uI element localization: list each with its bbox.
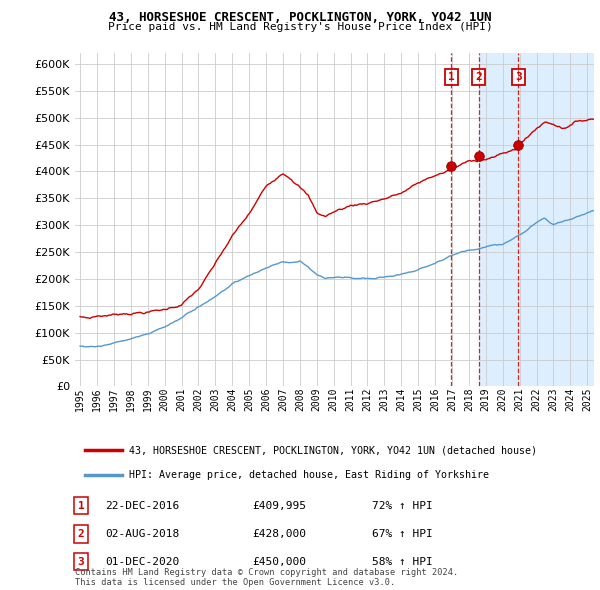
Text: £450,000: £450,000 xyxy=(252,557,306,566)
Text: Price paid vs. HM Land Registry's House Price Index (HPI): Price paid vs. HM Land Registry's House … xyxy=(107,22,493,32)
Text: 1: 1 xyxy=(448,73,455,82)
Text: 67% ↑ HPI: 67% ↑ HPI xyxy=(372,529,433,539)
Text: 22-DEC-2016: 22-DEC-2016 xyxy=(105,501,179,510)
Bar xyxy=(479,53,594,386)
Text: 43, HORSESHOE CRESCENT, POCKLINGTON, YORK, YO42 1UN (detached house): 43, HORSESHOE CRESCENT, POCKLINGTON, YOR… xyxy=(130,445,538,455)
Text: 72% ↑ HPI: 72% ↑ HPI xyxy=(372,501,433,510)
Text: 02-AUG-2018: 02-AUG-2018 xyxy=(105,529,179,539)
Text: 01-DEC-2020: 01-DEC-2020 xyxy=(105,557,179,566)
Text: 43, HORSESHOE CRESCENT, POCKLINGTON, YORK, YO42 1UN: 43, HORSESHOE CRESCENT, POCKLINGTON, YOR… xyxy=(109,11,491,24)
Text: £428,000: £428,000 xyxy=(252,529,306,539)
Text: 2: 2 xyxy=(77,529,85,539)
Text: HPI: Average price, detached house, East Riding of Yorkshire: HPI: Average price, detached house, East… xyxy=(130,470,490,480)
Text: 2: 2 xyxy=(475,73,482,82)
Text: 3: 3 xyxy=(77,557,85,566)
Text: 1: 1 xyxy=(77,501,85,510)
Text: Contains HM Land Registry data © Crown copyright and database right 2024.
This d: Contains HM Land Registry data © Crown c… xyxy=(75,568,458,587)
Text: 58% ↑ HPI: 58% ↑ HPI xyxy=(372,557,433,566)
Text: 3: 3 xyxy=(515,73,521,82)
Text: £409,995: £409,995 xyxy=(252,501,306,510)
